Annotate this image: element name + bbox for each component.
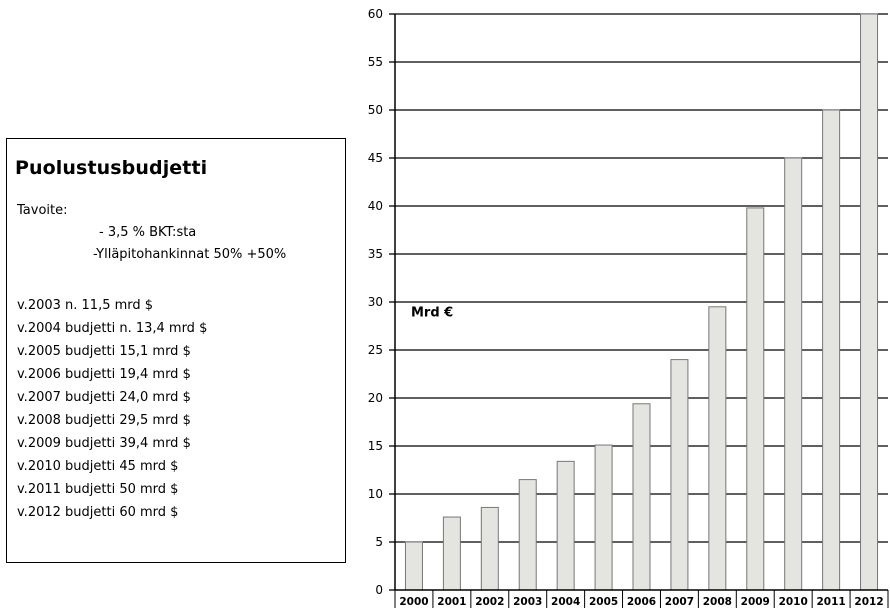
- bar: [442, 516, 461, 591]
- budget-line: v.2005 budjetti 15,1 mrd $: [17, 344, 191, 359]
- y-tick-label: 25: [368, 343, 383, 357]
- x-tick-label: 2002: [475, 596, 504, 608]
- x-tick-label: 2004: [551, 596, 580, 608]
- bar: [784, 157, 803, 591]
- budget-line: v.2008 budjetti 29,5 mrd $: [17, 413, 191, 428]
- y-tick-label: 50: [368, 103, 383, 117]
- x-tick-label: 2007: [665, 596, 694, 608]
- y-tick-label: 55: [368, 55, 383, 69]
- budget-line: v.2007 budjetti 24,0 mrd $: [17, 390, 191, 405]
- y-tick-label: 20: [368, 391, 383, 405]
- x-tick-label: 2010: [779, 596, 808, 608]
- bar: [632, 403, 651, 591]
- budget-line: v.2004 budjetti n. 13,4 mrd $: [17, 321, 208, 336]
- y-tick-label: 35: [368, 247, 383, 261]
- bar: [708, 306, 727, 591]
- budget-list: v.2003 n. 11,5 mrd $ v.2004 budjetti n. …: [17, 294, 207, 524]
- x-tick-label: 2008: [703, 596, 732, 608]
- bar: [556, 460, 575, 591]
- bar: [746, 207, 765, 591]
- y-tick-label: 0: [375, 583, 383, 597]
- budget-line: v.2010 budjetti 45 mrd $: [17, 459, 179, 474]
- x-tick-label: 2006: [627, 596, 656, 608]
- x-tick-label: 2012: [854, 596, 883, 608]
- y-tick-label: 40: [368, 199, 383, 213]
- bar: [860, 13, 879, 591]
- y-tick-label: 5: [375, 535, 383, 549]
- x-tick-label: 2009: [741, 596, 770, 608]
- budget-line: v.2006 budjetti 19,4 mrd $: [17, 367, 191, 382]
- y-tick-label: 45: [368, 151, 383, 165]
- info-title: Puolustusbudjetti: [15, 157, 208, 179]
- budget-line: v.2009 budjetti 39,4 mrd $: [17, 436, 191, 451]
- x-tick-label: 2005: [589, 596, 618, 608]
- x-tick-label: 2001: [437, 596, 466, 608]
- goal-label: Tavoite:: [17, 203, 68, 218]
- bar: [670, 359, 689, 591]
- x-tick-label: 2011: [816, 596, 845, 608]
- bar: [822, 109, 841, 591]
- y-tick-label: 60: [368, 7, 383, 21]
- x-tick-label: 2000: [399, 596, 428, 608]
- bar: [518, 479, 537, 591]
- y-tick-label: 30: [368, 295, 383, 309]
- x-tick-label: 2003: [513, 596, 542, 608]
- goal-item: - 3,5 % BKT:sta: [99, 225, 197, 240]
- budget-line: v.2012 budjetti 60 mrd $: [17, 505, 179, 520]
- info-box: Puolustusbudjetti Tavoite: - 3,5 % BKT:s…: [6, 138, 346, 563]
- y-tick-label: 15: [368, 439, 383, 453]
- bar: [480, 506, 499, 591]
- bar: [404, 541, 423, 591]
- unit-label: Mrd €: [411, 305, 453, 320]
- bar: [594, 444, 613, 591]
- goal-item: -Ylläpitohankinnat 50% +50%: [93, 247, 287, 262]
- budget-line: v.2011 budjetti 50 mrd $: [17, 482, 179, 497]
- budget-line: v.2003 n. 11,5 mrd $: [17, 298, 154, 313]
- y-tick-label: 10: [368, 487, 383, 501]
